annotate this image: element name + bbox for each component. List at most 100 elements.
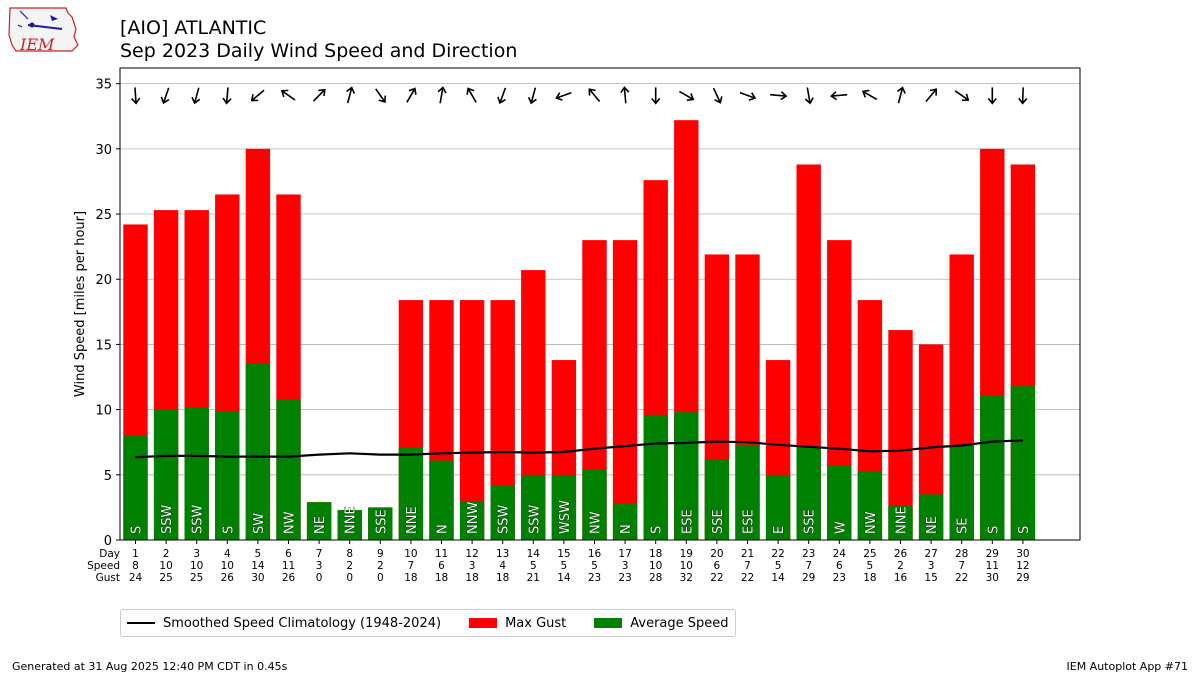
bar-average xyxy=(918,494,944,540)
x-tick-label: 9 xyxy=(377,548,384,560)
x-tick-label: 1 xyxy=(132,548,139,560)
app-credit: IEM Autoplot App #71 xyxy=(1066,660,1189,673)
bar-average xyxy=(643,414,668,540)
x-tick-label: 30 xyxy=(986,572,999,584)
direction-label: SSW xyxy=(191,504,206,534)
x-tick-label: 14 xyxy=(771,572,785,584)
bar-average xyxy=(245,363,271,540)
x-tick-label: 29 xyxy=(1016,572,1029,584)
x-tick-label: 2 xyxy=(163,548,170,560)
x-tick-label: 28 xyxy=(649,572,662,584)
direction-label: N xyxy=(619,524,634,534)
y-tick-label: 20 xyxy=(95,273,112,288)
x-tick-label: 10 xyxy=(404,548,417,560)
direction-label: NNE xyxy=(895,506,910,534)
y-tick-label: 35 xyxy=(95,78,112,93)
direction-label: ESE xyxy=(742,509,757,534)
direction-label: NNE xyxy=(344,506,359,534)
y-tick-label: 30 xyxy=(95,143,112,158)
direction-label: SSE xyxy=(803,509,818,534)
x-tick-label: 17 xyxy=(618,548,631,560)
x-tick-label: 6 xyxy=(714,560,721,572)
x-tick-label: 3 xyxy=(193,548,200,560)
x-row-label: Speed xyxy=(87,560,120,572)
y-axis: 0 5 10 15 20 25 30 35 xyxy=(95,78,120,549)
x-tick-label: 7 xyxy=(744,560,751,572)
bar-average xyxy=(123,435,148,540)
direction-arrow xyxy=(191,87,201,105)
direction-arrow xyxy=(830,91,848,101)
x-tick-label: 29 xyxy=(986,548,999,560)
x-tick-label: 25 xyxy=(863,548,876,560)
x-tick-label: 16 xyxy=(894,572,908,584)
climatology-line-group xyxy=(135,439,1023,459)
x-tick-label: 5 xyxy=(591,560,598,572)
x-tick-label: 0 xyxy=(346,572,353,584)
direction-arrow xyxy=(437,86,447,104)
bar-gust xyxy=(612,240,638,540)
direction-arrow xyxy=(739,91,757,101)
x-tick-label: 12 xyxy=(465,548,478,560)
bar-gust xyxy=(888,330,913,540)
x-tick-label: 32 xyxy=(680,572,693,584)
direction-label: S xyxy=(221,526,236,534)
x-tick-label: 29 xyxy=(802,572,815,584)
y-axis-label: Wind Speed [miles per hour] xyxy=(73,211,88,397)
direction-label: NE xyxy=(313,516,328,534)
x-tick-label: 12 xyxy=(1016,560,1029,572)
x-tick-label: 5 xyxy=(775,560,782,572)
climatology-line xyxy=(135,439,1023,459)
direction-label: NNE xyxy=(405,506,420,534)
x-tick-label: 14 xyxy=(557,572,571,584)
direction-label: NW xyxy=(283,511,298,534)
direction-arrow xyxy=(861,89,878,101)
x-tick-label: 21 xyxy=(741,548,754,560)
direction-label: SSW xyxy=(527,504,542,534)
bar-gust xyxy=(459,300,485,540)
x-tick-label: 18 xyxy=(404,572,417,584)
direction-arrow xyxy=(987,87,997,105)
x-tick-label: 26 xyxy=(894,548,908,560)
y-tick-label: 10 xyxy=(95,404,112,419)
bar-average xyxy=(888,506,913,540)
generated-timestamp: Generated at 31 Aug 2025 12:40 PM CDT in… xyxy=(12,660,288,673)
legend-label-gust: Max Gust xyxy=(505,615,567,631)
x-tick-label: 2 xyxy=(346,560,353,572)
x-tick-label: 18 xyxy=(649,548,662,560)
x-tick-label: 7 xyxy=(316,548,323,560)
direction-arrow xyxy=(497,87,507,105)
direction-label: S xyxy=(1017,526,1032,534)
x-tick-label: 4 xyxy=(224,548,231,560)
x-tick-label: 7 xyxy=(958,560,965,572)
bars xyxy=(123,120,1036,540)
legend-item-gust: Max Gust xyxy=(469,616,566,631)
y-tick-label: 5 xyxy=(104,469,112,484)
bar-average xyxy=(429,460,454,540)
direction-arrow xyxy=(312,88,326,102)
direction-label: NW xyxy=(864,511,879,534)
x-tick-label: 26 xyxy=(221,572,235,584)
x-tick-label: 14 xyxy=(527,548,541,560)
direction-label: SSE xyxy=(711,509,726,534)
x-tick-label: 26 xyxy=(282,572,296,584)
x-tick-label: 21 xyxy=(527,572,540,584)
x-tick-label: 10 xyxy=(190,560,203,572)
x-tick-label: 23 xyxy=(618,572,631,584)
x-tick-label: 22 xyxy=(710,572,723,584)
x-tick-label: 18 xyxy=(496,572,509,584)
bar-average xyxy=(551,474,577,540)
x-tick-label: 2 xyxy=(897,560,904,572)
x-tick-label: 6 xyxy=(285,548,292,560)
direction-arrow xyxy=(804,87,814,105)
x-tick-label: 5 xyxy=(255,548,262,560)
direction-label: NNW xyxy=(466,502,481,534)
bar-average xyxy=(704,459,730,540)
direction-arrow xyxy=(250,89,265,102)
iowa-map-icon: IEM xyxy=(8,7,79,54)
bar-average xyxy=(582,469,607,540)
direction-arrow xyxy=(620,86,630,104)
x-tick-label: 10 xyxy=(159,560,172,572)
bar-average xyxy=(306,502,332,540)
direction-labels: S SSW SSW S SW NW NE NNE SSE NNE N NNW SSW SSW WSW NW N S… xyxy=(129,500,1032,535)
direction-arrow xyxy=(527,87,537,105)
